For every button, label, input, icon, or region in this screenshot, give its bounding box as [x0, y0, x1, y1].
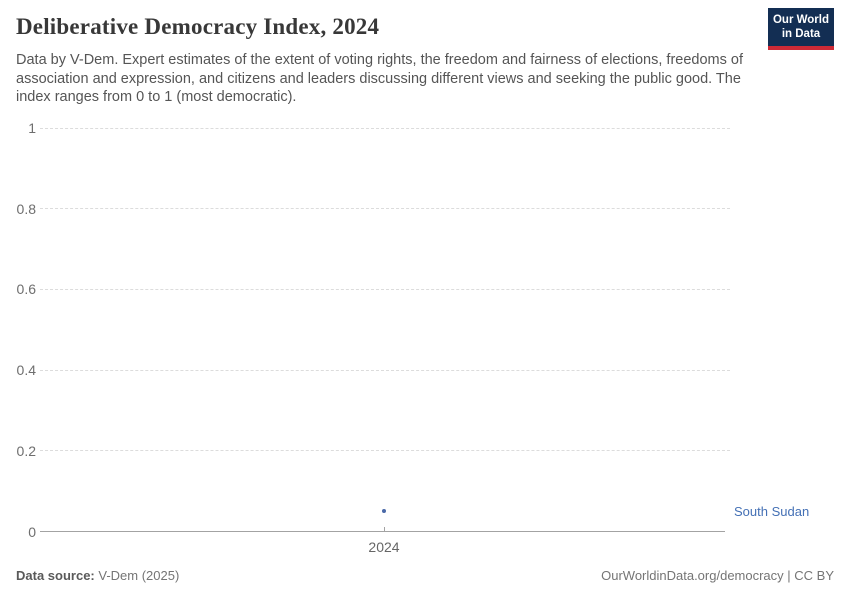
y-gridline: [40, 288, 730, 290]
y-gridline: [40, 208, 730, 210]
owid-logo-accent-bar: [768, 46, 834, 50]
y-axis-tick-label: 0.2: [16, 442, 36, 459]
data-source-note: Data source: V-Dem (2025): [16, 568, 179, 583]
y-axis-tick-label: 1: [28, 120, 36, 136]
x-axis-tick-label: 2024: [368, 538, 400, 555]
y-gridline: [40, 369, 730, 371]
owid-logo[interactable]: Our World in Data: [768, 8, 834, 50]
chart-subtitle: Data by V-Dem. Expert estimates of the e…: [16, 52, 743, 106]
data-point[interactable]: [382, 509, 386, 514]
owid-logo-box: Our World in Data: [768, 8, 834, 46]
owid-footer-link[interactable]: OurWorldinData.org/democracy | CC BY: [601, 568, 834, 583]
data-source-value: V-Dem (2025): [94, 568, 180, 583]
entity-label[interactable]: South Sudan: [734, 504, 810, 520]
y-axis-tick-label: 0.4: [16, 362, 36, 379]
data-source-label: Data source:: [16, 568, 95, 583]
owid-logo-line2: in Data: [781, 27, 821, 40]
x-axis-line: [40, 531, 725, 532]
chart-title: Deliberative Democracy Index, 2024: [16, 14, 380, 39]
owid-logo-line1: Our World: [772, 14, 829, 26]
y-gridline: [40, 127, 730, 129]
y-axis-tick-label: 0: [28, 523, 36, 540]
x-axis-tick: [384, 526, 385, 532]
chart-footer: Data source: V-Dem (2025) OurWorldinData…: [16, 568, 834, 583]
y-gridline: [40, 450, 730, 452]
y-axis-tick-label: 0.6: [16, 281, 36, 298]
y-axis-tick-label: 0.8: [16, 200, 36, 217]
